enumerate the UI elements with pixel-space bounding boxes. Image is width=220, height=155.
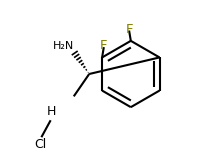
Text: Cl: Cl — [35, 138, 47, 151]
Text: H₂N: H₂N — [53, 41, 75, 51]
Text: F: F — [126, 23, 133, 36]
Text: H: H — [47, 105, 56, 118]
Text: F: F — [100, 39, 107, 52]
